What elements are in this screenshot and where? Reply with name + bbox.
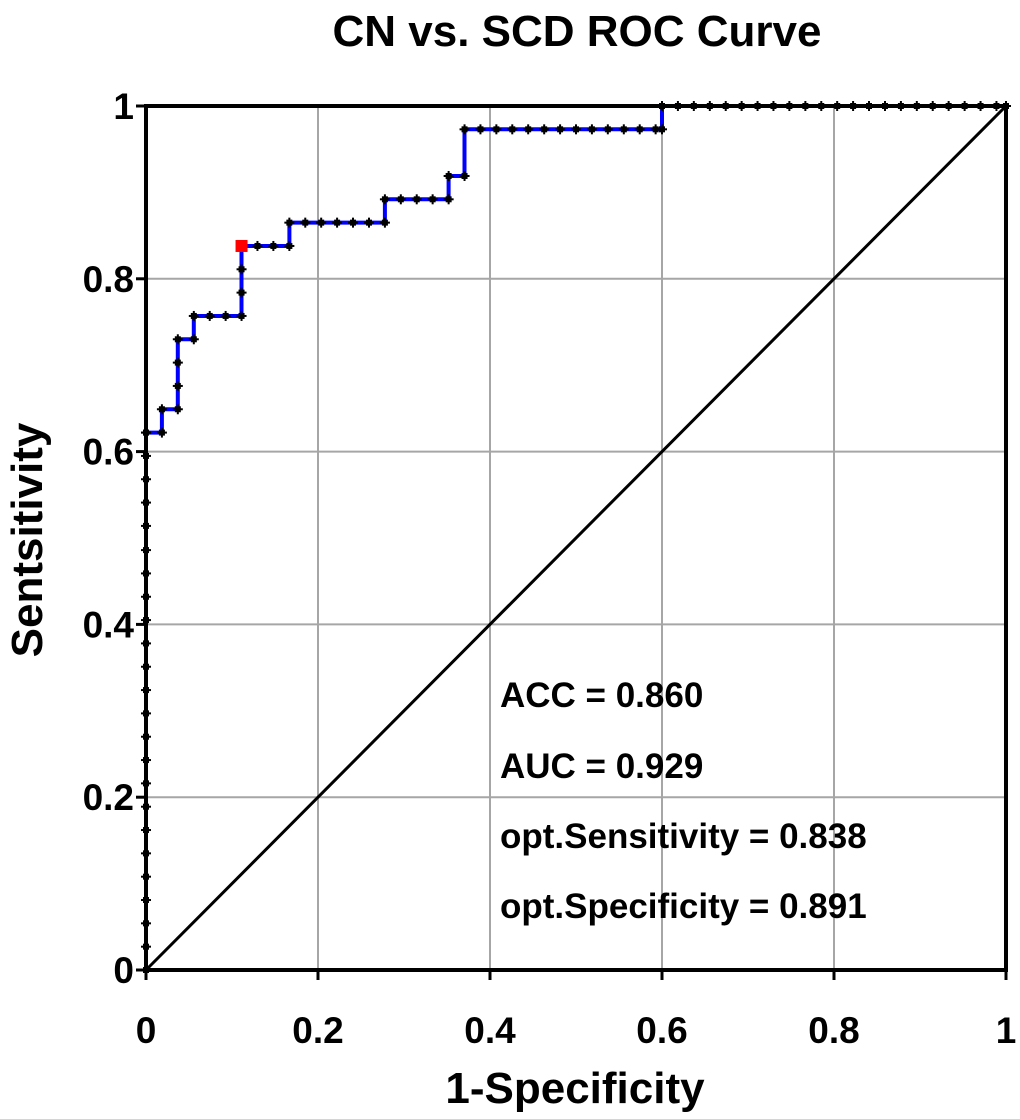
roc-point xyxy=(459,124,470,135)
roc-point xyxy=(618,124,629,135)
y-tick-label: 0.2 xyxy=(83,777,134,818)
roc-point xyxy=(539,124,550,135)
y-tick-label: 0.8 xyxy=(83,259,134,300)
y-axis-label: Sentsitivity xyxy=(3,422,52,657)
roc-point xyxy=(172,380,183,391)
roc-point xyxy=(443,194,454,205)
roc-point xyxy=(316,217,327,228)
roc-point xyxy=(156,404,167,415)
roc-point xyxy=(586,124,597,135)
x-tick-label: 0.6 xyxy=(636,1010,687,1051)
x-axis-label: 1-Specificity xyxy=(445,1064,705,1113)
chance-line xyxy=(144,104,1008,972)
roc-point xyxy=(555,124,566,135)
roc-point xyxy=(236,310,247,321)
roc-point xyxy=(252,240,263,251)
y-tick-label: 0.6 xyxy=(83,432,134,473)
auc-annotation: AUC = 0.929 xyxy=(500,747,703,786)
roc-point xyxy=(427,194,438,205)
roc-point xyxy=(156,427,167,438)
roc-point xyxy=(507,124,518,135)
roc-point xyxy=(475,124,486,135)
roc-point xyxy=(300,217,311,228)
roc-point xyxy=(523,124,534,135)
roc-point xyxy=(443,170,454,181)
roc-point xyxy=(379,194,390,205)
roc-point xyxy=(571,124,581,135)
roc-point xyxy=(602,124,613,135)
x-tick-label: 0.8 xyxy=(808,1010,859,1051)
roc-point xyxy=(411,194,422,205)
x-tick-label: 0.4 xyxy=(464,1010,516,1051)
roc-point xyxy=(268,240,279,251)
roc-point xyxy=(363,217,374,228)
x-tick-label: 1 xyxy=(996,1010,1017,1051)
roc-point xyxy=(236,287,247,298)
roc-point xyxy=(172,357,183,368)
y-tick-label: 0 xyxy=(113,950,134,991)
roc-point xyxy=(220,310,231,321)
roc-point xyxy=(395,194,406,205)
ticks: 0 0.2 0.4 0.6 0.8 1 0 0.2 0.4 0.6 0.8 1 xyxy=(83,86,1017,1051)
roc-point xyxy=(236,264,247,275)
y-tick-label: 0.4 xyxy=(83,604,135,645)
chart-title: CN vs. SCD ROC Curve xyxy=(332,7,821,56)
roc-point xyxy=(284,217,295,228)
roc-point xyxy=(459,170,470,181)
roc-point xyxy=(634,124,645,135)
optimal-point xyxy=(235,239,248,252)
x-tick-label: 0 xyxy=(136,1010,157,1051)
acc-annotation: ACC = 0.860 xyxy=(500,676,703,715)
opt-specificity-annotation: opt.Specificity = 0.891 xyxy=(500,887,867,926)
roc-point xyxy=(172,334,183,345)
roc-point xyxy=(657,124,667,135)
roc-point xyxy=(284,240,295,251)
roc-point xyxy=(491,124,502,135)
opt-sensitivity-annotation: opt.Sensitivity = 0.838 xyxy=(500,817,867,856)
y-tick-label: 1 xyxy=(113,86,134,127)
roc-point xyxy=(379,217,390,228)
roc-point xyxy=(348,217,359,228)
roc-point xyxy=(188,310,199,321)
roc-point xyxy=(332,217,343,228)
roc-point xyxy=(188,334,199,345)
x-tick-label: 0.2 xyxy=(292,1010,343,1051)
axes-frame xyxy=(144,104,1008,972)
roc-point xyxy=(172,404,183,415)
roc-point xyxy=(204,310,215,321)
